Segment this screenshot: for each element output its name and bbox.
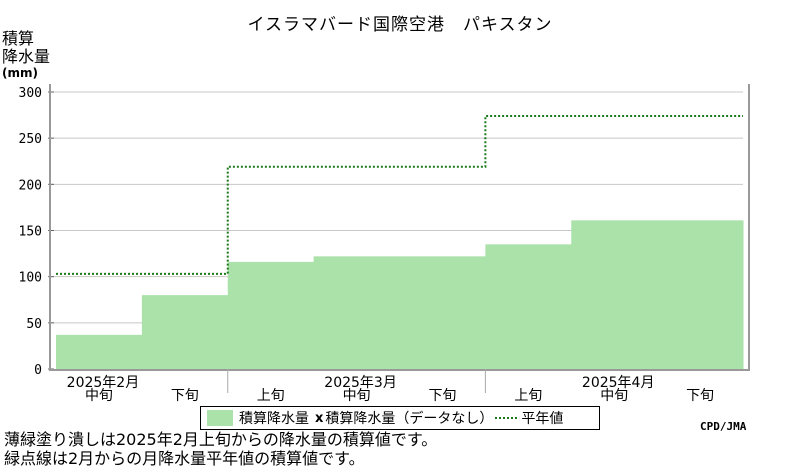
normal-step-line [56,115,743,275]
accumulated-bar [56,334,143,369]
accumulated-bar [227,261,315,369]
x-period-label: 下旬 [686,388,714,404]
legend-label-normal: 平年値 [521,411,564,427]
y-axis-label-line-1: 積算 [2,29,35,48]
x-period-label: 上旬 [257,388,285,404]
accumulated-bar [313,256,400,369]
legend-label-accumulated: 積算降水量 [239,411,309,427]
y-tick-label: 100 [19,271,42,286]
x-month-label: 2025年4月 [582,375,655,391]
accumulated-bar [141,295,229,369]
x-month-label: 2025年3月 [324,375,397,391]
y-axis-label: 積算 降水量 (mm) [2,29,51,81]
x-month-label: 2025年2月 [67,375,140,391]
legend-swatch-normal [495,417,518,419]
accumulated-bar [657,220,744,369]
accumulated-bar [485,244,572,369]
x-period-label: 下旬 [171,388,199,404]
y-tick-label: 250 [19,132,42,147]
chart-title: イスラマバード国際空港 パキスタン [247,15,553,35]
y-axis-label-line-2: 降水量 [2,47,51,66]
x-period-label: 中旬 [600,388,628,404]
y-axis-unit: (mm) [2,66,38,80]
x-period-label: 中旬 [85,388,113,404]
y-tick-label: 200 [19,178,42,193]
source-credit: CPD/JMA [700,420,747,433]
note-line-2: 緑点線は2月からの月降水量平年値の積算値です。 [4,449,365,468]
legend-swatch-accumulated [207,410,233,426]
chart-legend: 積算降水量 x 積算降水量（データなし） 平年値 [200,406,600,430]
y-tick-label: 300 [19,86,42,101]
chart-notes: 薄緑塗り潰しは2025年2月上旬からの降水量の積算値です。 緑点線は2月からの月… [4,430,437,468]
x-period-label: 下旬 [428,388,456,404]
x-period-label: 中旬 [343,388,371,404]
y-tick-label: 0 [34,363,42,378]
accumulated-bar [571,220,658,369]
legend-label-no-data: 積算降水量（データなし） [325,411,494,427]
x-period-label: 上旬 [514,388,542,404]
y-tick-label: 50 [26,317,42,332]
y-tick-label: 150 [19,225,42,240]
note-line-1: 薄緑塗り潰しは2025年2月上旬からの降水量の積算値です。 [4,430,438,449]
legend-marker-no-data: x [315,410,324,426]
accumulated-bar [399,256,486,369]
